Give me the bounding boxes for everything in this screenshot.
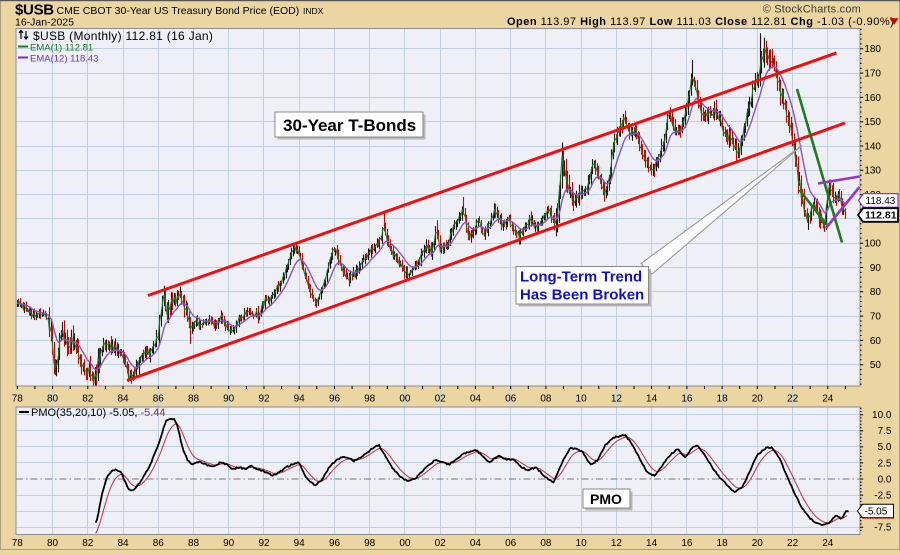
svg-text:112.81: 112.81: [865, 210, 897, 222]
svg-text:7.5: 7.5: [878, 426, 892, 437]
svg-text:118.43: 118.43: [866, 196, 896, 207]
svg-text:84: 84: [117, 538, 129, 549]
svg-text:10: 10: [576, 538, 588, 549]
svg-text:94: 94: [294, 538, 306, 549]
svg-text:16: 16: [681, 394, 693, 405]
svg-text:92: 92: [258, 394, 270, 405]
svg-text:18: 18: [717, 394, 729, 405]
svg-text:2.5: 2.5: [878, 458, 892, 469]
svg-text:14: 14: [646, 538, 658, 549]
svg-text:98: 98: [364, 538, 376, 549]
svg-text:18: 18: [717, 538, 729, 549]
svg-text:INDX: INDX: [303, 6, 324, 16]
svg-text:86: 86: [153, 538, 165, 549]
svg-text:5.0: 5.0: [878, 442, 892, 453]
svg-text:04: 04: [470, 394, 482, 405]
svg-text:16-Jan-2025: 16-Jan-2025: [15, 17, 74, 29]
svg-text:78: 78: [12, 394, 24, 405]
svg-text:-2.5: -2.5: [874, 491, 892, 502]
svg-text:80: 80: [47, 538, 59, 549]
svg-text:88: 88: [188, 394, 200, 405]
svg-text:170: 170: [864, 69, 881, 80]
svg-text:96: 96: [329, 538, 341, 549]
svg-text:70: 70: [870, 312, 882, 323]
svg-text:-7.5: -7.5: [874, 523, 892, 534]
svg-text:10.0: 10.0: [872, 410, 892, 421]
svg-text:$USB: $USB: [15, 2, 54, 19]
svg-text:12: 12: [611, 538, 623, 549]
svg-text:04: 04: [470, 538, 482, 549]
svg-text:50: 50: [870, 360, 882, 371]
svg-text:24: 24: [822, 394, 834, 405]
svg-text:-5.05: -5.05: [865, 507, 888, 518]
svg-text:100: 100: [864, 239, 881, 250]
svg-text:24: 24: [822, 538, 834, 549]
svg-text:90: 90: [223, 538, 235, 549]
svg-text:140: 140: [864, 141, 881, 152]
svg-text:06: 06: [505, 394, 517, 405]
svg-text:16: 16: [681, 538, 693, 549]
svg-text:PMO: PMO: [590, 491, 622, 507]
svg-text:02: 02: [435, 538, 447, 549]
svg-text:08: 08: [540, 394, 552, 405]
svg-text:90: 90: [223, 394, 235, 405]
svg-text:20: 20: [752, 538, 764, 549]
svg-text:08: 08: [540, 538, 552, 549]
svg-text:96: 96: [329, 394, 341, 405]
svg-text:90: 90: [870, 263, 882, 274]
svg-text:© StockCharts.com: © StockCharts.com: [763, 4, 861, 16]
svg-text:Has Been Broken: Has Been Broken: [520, 287, 644, 304]
svg-text:98: 98: [364, 394, 376, 405]
svg-text:78: 78: [12, 538, 24, 549]
svg-text:150: 150: [864, 117, 881, 128]
svg-text:80: 80: [870, 287, 882, 298]
svg-text:EMA(12) 118.43: EMA(12) 118.43: [30, 54, 98, 65]
svg-text:Long-Term Trend: Long-Term Trend: [520, 269, 642, 286]
svg-text:86: 86: [153, 394, 165, 405]
svg-text:60: 60: [870, 336, 882, 347]
svg-text:10: 10: [576, 394, 588, 405]
svg-text:160: 160: [864, 93, 881, 104]
svg-text:14: 14: [646, 394, 658, 405]
svg-text:84: 84: [117, 394, 129, 405]
svg-text:06: 06: [505, 538, 517, 549]
svg-text:00: 00: [399, 538, 411, 549]
svg-text:80: 80: [47, 394, 59, 405]
svg-text:12: 12: [611, 394, 623, 405]
svg-text:00: 00: [399, 394, 411, 405]
svg-text:$USB (Monthly) 112.81 (16 Jan): $USB (Monthly) 112.81 (16 Jan): [33, 29, 213, 43]
svg-text:94: 94: [294, 394, 306, 405]
svg-text:82: 82: [82, 538, 94, 549]
svg-text:92: 92: [258, 538, 270, 549]
svg-text:22: 22: [787, 394, 799, 405]
svg-text:EMA(1) 112.81: EMA(1) 112.81: [30, 43, 93, 54]
svg-text:30-Year T-Bonds: 30-Year T-Bonds: [283, 116, 416, 135]
svg-text:02: 02: [435, 394, 447, 405]
svg-text:20: 20: [752, 394, 764, 405]
svg-text:0.0: 0.0: [878, 474, 892, 485]
svg-text:CME CBOT 30-Year US Treasury B: CME CBOT 30-Year US Treasury Bond Price …: [57, 5, 300, 17]
svg-text:PMO(35,20,10) -5.05, -5.44: PMO(35,20,10) -5.05, -5.44: [31, 407, 166, 419]
svg-text:88: 88: [188, 538, 200, 549]
svg-text:180: 180: [864, 44, 881, 55]
svg-text:130: 130: [864, 166, 881, 177]
svg-text:Open 113.97 High 113.97 Low 11: Open 113.97 High 113.97 Low 111.03 Close…: [507, 16, 894, 28]
svg-text:22: 22: [787, 538, 799, 549]
svg-text:82: 82: [82, 394, 94, 405]
